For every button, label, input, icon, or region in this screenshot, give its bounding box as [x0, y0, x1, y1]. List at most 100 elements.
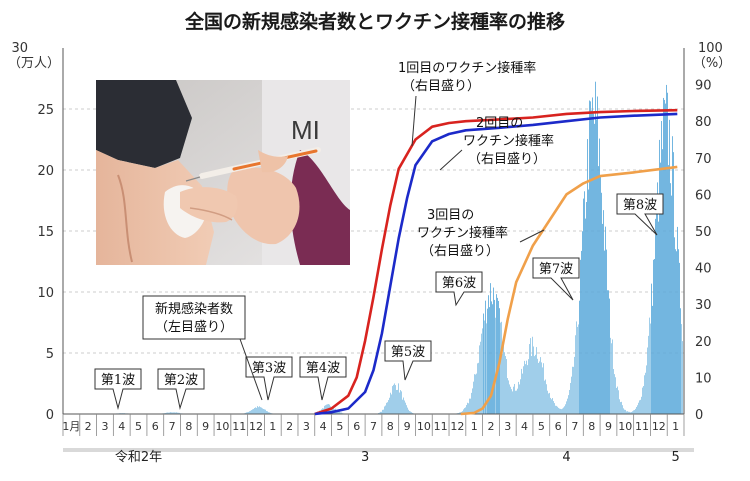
cases-bar: [407, 407, 408, 414]
cases-bar: [264, 409, 265, 414]
cases-bar: [554, 403, 555, 414]
month-label: 3: [504, 420, 511, 433]
cases-bar: [179, 412, 180, 414]
month-label: 5: [336, 420, 343, 433]
cases-bar: [486, 323, 487, 414]
cases-bar: [674, 237, 675, 414]
cases-bar: [379, 412, 380, 414]
cases-bar: [596, 119, 597, 414]
cases-bar: [681, 324, 682, 414]
cases-bar: [598, 166, 599, 414]
cases-bar: [516, 390, 517, 414]
cases-bar: [467, 402, 468, 414]
cases-bar: [403, 397, 404, 414]
cases-bar: [494, 299, 495, 414]
month-label: 9: [404, 420, 411, 433]
cases-bar: [481, 333, 482, 414]
cases-bar: [634, 410, 635, 414]
wave-label: 第3波: [252, 361, 286, 376]
cases-bar: [572, 366, 573, 414]
cases-note-line-1: 新規感染者数: [155, 301, 233, 317]
cases-bar: [257, 406, 258, 414]
cases-bar: [541, 362, 542, 414]
cases-bar: [549, 392, 550, 414]
month-label: 3: [303, 420, 310, 433]
wave-label: 第1波: [101, 373, 135, 388]
cases-bar: [597, 96, 598, 415]
month-label: 11: [232, 420, 246, 433]
cases-bar: [595, 81, 596, 414]
cases-bar: [533, 346, 534, 414]
cases-bar: [576, 321, 577, 414]
cases-bar: [571, 376, 572, 414]
cases-bar: [487, 308, 488, 414]
cases-bar: [590, 101, 591, 414]
cases-bar: [511, 389, 512, 414]
cases-bar: [675, 249, 676, 414]
cases-bar: [475, 374, 476, 414]
cases-bar: [507, 378, 508, 414]
cases-bar: [270, 412, 271, 414]
dose3-note-leader: [519, 229, 545, 243]
month-label: 12: [450, 420, 464, 433]
cases-bar: [593, 113, 594, 415]
series-line-1: [314, 108, 678, 416]
cases-bar: [501, 321, 502, 414]
cases-bar: [611, 343, 612, 414]
month-label: 6: [152, 420, 159, 433]
month-label: 10: [215, 420, 229, 433]
dose1-note-leader: [411, 95, 417, 147]
cases-bar: [575, 335, 576, 414]
cases-bar: [609, 298, 610, 414]
cases-bar: [380, 411, 381, 414]
cases-bar: [657, 182, 658, 414]
cases-bar: [168, 412, 169, 414]
cases-bar: [613, 368, 614, 414]
cases-bar: [678, 249, 679, 414]
cases-bar: [504, 352, 505, 414]
month-label: 7: [169, 420, 176, 433]
cases-bar: [463, 409, 464, 414]
cases-bar: [491, 301, 492, 414]
cases-bar: [644, 375, 645, 414]
cases-bar: [488, 295, 489, 414]
cases-bar: [341, 412, 342, 414]
cases-bar: [517, 388, 518, 414]
cases-bar: [623, 408, 624, 414]
cases-bar: [621, 401, 622, 414]
cases-bar: [548, 393, 549, 414]
cases-bar: [639, 400, 640, 414]
cases-bar: [512, 391, 513, 414]
cases-bar: [401, 391, 402, 414]
cases-bar: [574, 356, 575, 414]
cases-bar: [520, 379, 521, 414]
dose2-note-line-2: ワクチン接種率: [463, 133, 554, 149]
cases-bar: [671, 195, 672, 414]
right-tick-label: 0: [695, 408, 703, 423]
right-tick-label: 70: [695, 152, 712, 167]
cases-bar: [503, 341, 504, 414]
cases-bar: [556, 405, 557, 414]
cases-bar: [250, 410, 251, 414]
left-axis-unit: （万人）: [8, 56, 60, 71]
cases-bar: [558, 407, 559, 414]
photo-sign-text: MI: [291, 115, 320, 145]
cases-bar: [412, 412, 413, 414]
wave-callout: [616, 193, 664, 236]
cases-bar: [677, 226, 678, 414]
month-label: 4: [521, 420, 528, 433]
wave-callout: [435, 271, 483, 307]
cases-bar: [386, 402, 387, 414]
cases-bar: [523, 366, 524, 414]
cases-bar: [581, 250, 582, 414]
left-tick-label: 10: [37, 286, 54, 301]
era-band: [63, 448, 694, 452]
cases-bar: [605, 226, 606, 414]
cases-bar: [618, 390, 619, 414]
cases-bar: [171, 412, 172, 414]
cases-bar: [493, 287, 494, 414]
cases-bar: [169, 412, 170, 414]
cases-bar: [522, 373, 523, 414]
